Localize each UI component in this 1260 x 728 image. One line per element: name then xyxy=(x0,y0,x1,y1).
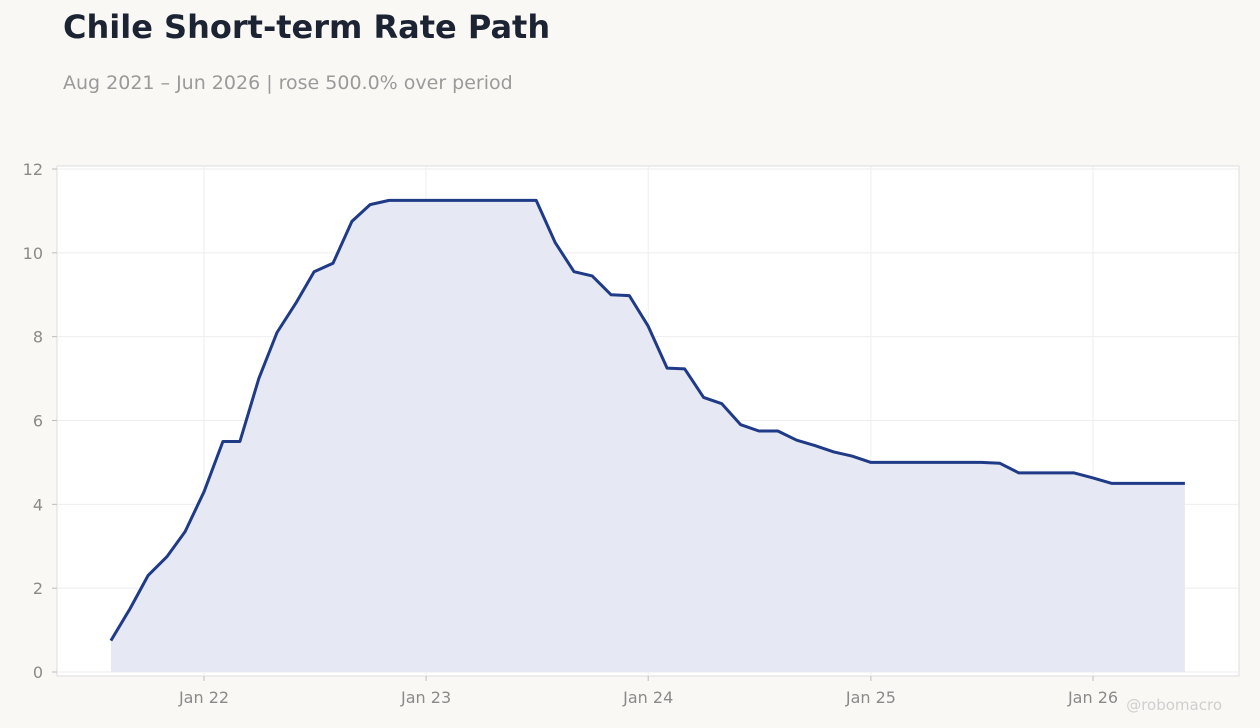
y-tick-label: 6 xyxy=(33,412,43,431)
watermark: @robomacro xyxy=(1126,696,1222,714)
y-axis: 0 2 4 6 8 10 12 xyxy=(23,160,57,682)
rate-line xyxy=(109,198,1185,642)
y-tick-label: 0 xyxy=(33,663,43,682)
x-axis: Jan 22 Jan 23 Jan 24 Jan 25 Jan 26 xyxy=(178,676,1118,707)
y-tick-label: 4 xyxy=(33,495,43,514)
x-tick-label: Jan 25 xyxy=(845,688,896,707)
rate-area xyxy=(110,200,1185,672)
x-tick-label: Jan 26 xyxy=(1067,688,1118,707)
chart-subtitle: Aug 2021 – Jun 2026 | rose 500.0% over p… xyxy=(63,72,513,94)
y-tick-label: 12 xyxy=(23,160,43,179)
x-tick-label: Jan 23 xyxy=(400,688,451,707)
y-tick-label: 2 xyxy=(33,579,43,598)
x-tick-label: Jan 22 xyxy=(178,688,229,707)
x-tick-label: Jan 24 xyxy=(622,688,673,707)
y-tick-label: 8 xyxy=(33,328,43,347)
y-tick-label: 10 xyxy=(23,244,43,263)
chart-title: Chile Short-term Rate Path xyxy=(63,8,551,46)
